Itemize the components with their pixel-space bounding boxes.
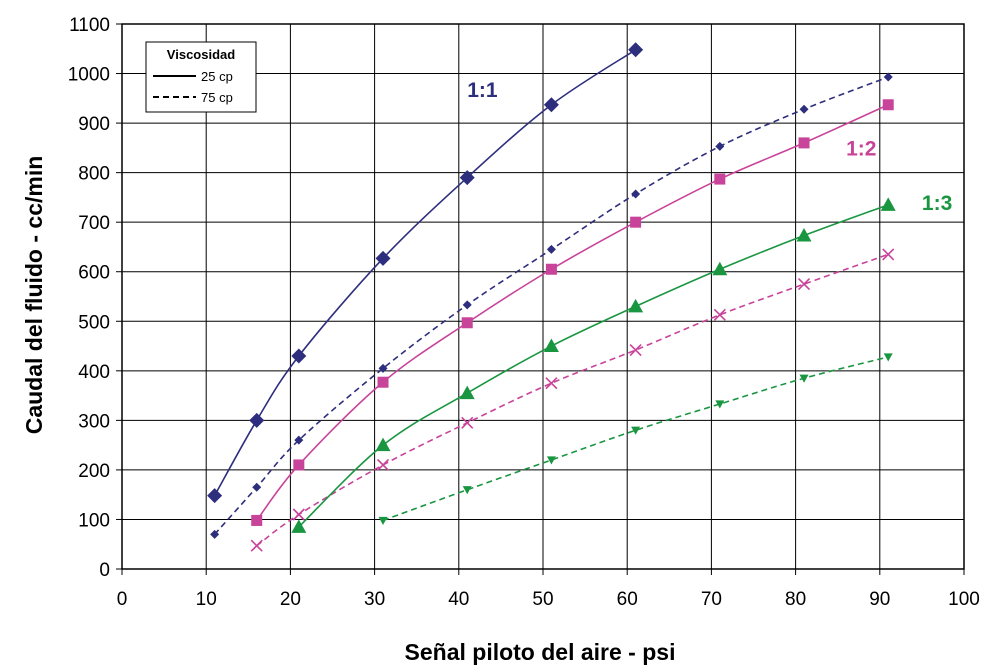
series-line bbox=[214, 76, 889, 535]
data-point bbox=[375, 250, 391, 266]
x-tick-label: 40 bbox=[448, 589, 469, 610]
y-tick-label: 100 bbox=[78, 510, 110, 531]
data-point bbox=[628, 42, 644, 58]
data-point bbox=[294, 435, 304, 445]
data-point bbox=[291, 519, 307, 533]
data-point bbox=[546, 244, 556, 254]
x-tick-label: 70 bbox=[701, 589, 722, 610]
x-tick-label: 0 bbox=[117, 589, 128, 610]
data-point bbox=[250, 539, 263, 552]
data-point bbox=[545, 377, 558, 390]
data-point bbox=[631, 189, 641, 199]
y-tick-label: 200 bbox=[78, 461, 110, 482]
data-point bbox=[882, 99, 894, 111]
data-point bbox=[715, 400, 725, 409]
y-tick-label: 1000 bbox=[68, 65, 110, 86]
series-1-1-75cp bbox=[210, 72, 893, 539]
y-tick-label: 300 bbox=[78, 411, 110, 432]
y-tick-label: 600 bbox=[78, 263, 110, 284]
data-point bbox=[376, 458, 390, 472]
series-line bbox=[256, 253, 889, 547]
series-label-1-3: 1:3 bbox=[922, 192, 952, 215]
data-point bbox=[631, 426, 641, 435]
data-point bbox=[545, 263, 557, 275]
data-point bbox=[882, 248, 895, 261]
axis-ticks: 0 10 20 30 40 50 60 70 80 90 100010020030040050060… bbox=[68, 15, 980, 610]
data-point bbox=[461, 416, 474, 429]
series-1-2-75cp bbox=[250, 248, 895, 552]
data-point bbox=[251, 514, 263, 526]
data-point bbox=[210, 529, 220, 539]
data-point bbox=[207, 488, 223, 504]
data-point bbox=[630, 216, 642, 228]
data-point bbox=[543, 338, 559, 353]
x-tick-label: 90 bbox=[869, 589, 890, 610]
data-point bbox=[291, 348, 307, 364]
data-point bbox=[713, 308, 726, 321]
series-line bbox=[213, 49, 637, 497]
x-tick-label: 100 bbox=[948, 589, 980, 610]
x-axis-title: Señal piloto del aire - psi bbox=[405, 639, 676, 665]
data-point bbox=[628, 298, 644, 313]
annotations: 1:1 1:2 1:3 bbox=[467, 79, 952, 215]
data-point bbox=[880, 197, 896, 211]
data-point bbox=[459, 170, 475, 186]
data-point bbox=[797, 278, 811, 291]
data-point bbox=[462, 486, 472, 495]
y-tick-label: 800 bbox=[78, 164, 110, 185]
data-point bbox=[883, 353, 893, 362]
x-tick-label: 80 bbox=[785, 589, 806, 610]
data-point bbox=[375, 437, 391, 452]
y-tick-label: 900 bbox=[78, 114, 110, 135]
y-tick-label: 400 bbox=[78, 362, 110, 383]
data-point bbox=[799, 374, 809, 383]
data-point bbox=[798, 137, 810, 149]
data-point bbox=[378, 516, 388, 525]
x-tick-label: 10 bbox=[196, 589, 217, 610]
x-tick-label: 20 bbox=[280, 589, 301, 610]
series-1-3-75cp bbox=[378, 353, 893, 525]
data-point bbox=[378, 363, 388, 373]
y-tick-label: 500 bbox=[78, 312, 110, 333]
series-1-2-25cp bbox=[251, 99, 894, 526]
data-point bbox=[292, 508, 305, 521]
data-point bbox=[714, 173, 726, 185]
data-point bbox=[249, 412, 265, 428]
series-layer bbox=[207, 42, 896, 552]
series-1-1-25cp bbox=[207, 42, 644, 504]
x-tick-label: 30 bbox=[364, 589, 385, 610]
data-point bbox=[715, 141, 725, 151]
series-line bbox=[256, 104, 889, 521]
data-point bbox=[462, 300, 472, 310]
series-1-3-25cp bbox=[291, 197, 896, 533]
data-point bbox=[796, 228, 812, 242]
series-label-1-2: 1:2 bbox=[846, 137, 876, 160]
legend-title: Viscosidad bbox=[167, 47, 235, 62]
data-point bbox=[546, 456, 556, 465]
y-tick-label: 1100 bbox=[69, 15, 110, 36]
y-tick-label: 700 bbox=[78, 213, 110, 234]
data-point bbox=[461, 317, 473, 329]
data-point bbox=[799, 104, 809, 114]
legend-entry-75cp: 75 cp bbox=[201, 90, 233, 105]
x-tick-label: 50 bbox=[532, 589, 553, 610]
data-point bbox=[377, 376, 389, 388]
legend: Viscosidad 25 cp 75 cp bbox=[145, 41, 257, 113]
y-axis-title: Caudal del fluido - cc/min bbox=[21, 156, 47, 435]
data-point bbox=[629, 343, 642, 357]
series-label-1-1: 1:1 bbox=[467, 79, 498, 102]
data-point bbox=[543, 97, 559, 113]
data-point bbox=[712, 261, 728, 276]
y-tick-label: 0 bbox=[99, 560, 110, 581]
data-point bbox=[883, 72, 893, 82]
data-point bbox=[252, 482, 262, 492]
data-point bbox=[459, 385, 475, 400]
data-point bbox=[293, 459, 305, 471]
x-tick-label: 60 bbox=[617, 589, 638, 610]
legend-entry-25cp: 25 cp bbox=[201, 69, 233, 84]
